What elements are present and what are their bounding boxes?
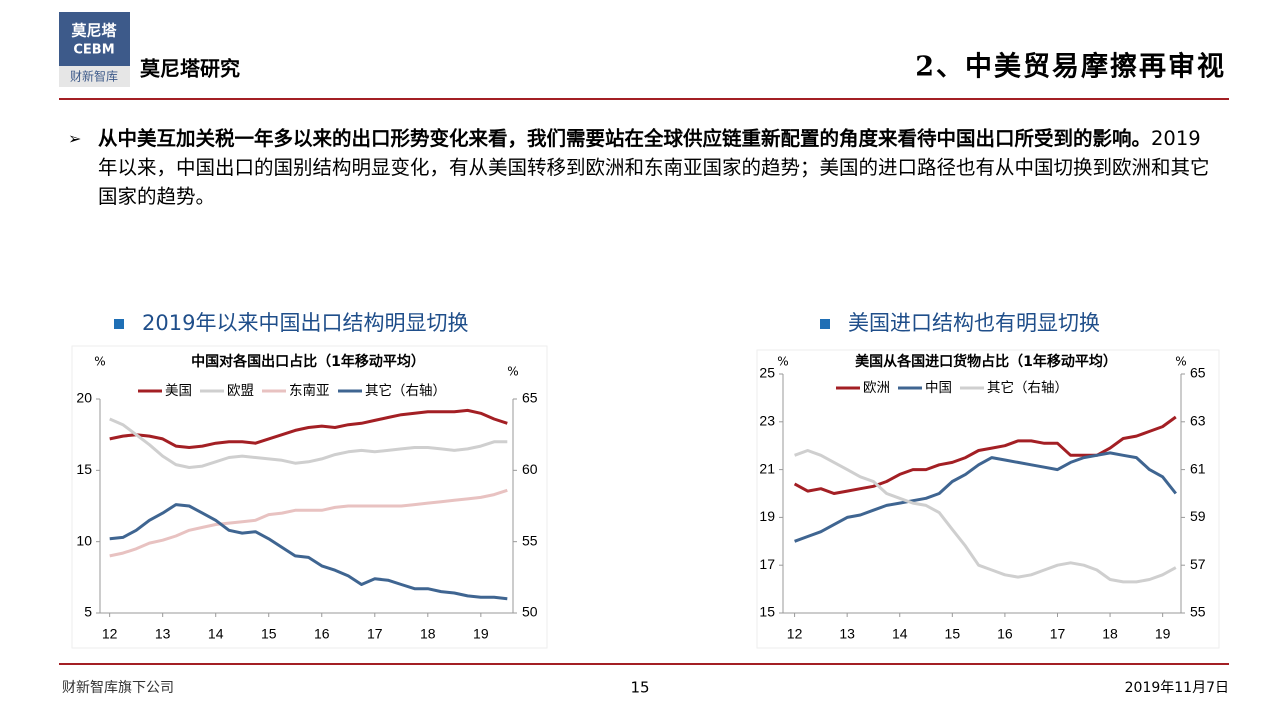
y2-tick-label: 59 [1190, 508, 1206, 524]
series-line [794, 451, 1177, 543]
legend-label: 东南亚 [289, 383, 330, 399]
x-tick-label: 18 [1102, 626, 1118, 642]
bold-text: 从中美互加关税一年多以来的出口形势变化来看，我们需要站在全球供应链重新配置的角度… [98, 127, 1152, 150]
y-tick-label: 17 [759, 556, 775, 572]
x-tick-label: 14 [208, 626, 224, 642]
y2-tick-label: 65 [522, 390, 538, 406]
chart-title: 中国对各国出口占比（1年移动平均） [191, 353, 425, 370]
footer-company: 财新智库旗下公司 [62, 680, 174, 696]
bullet: ➢ [68, 129, 82, 148]
footer-date: 2019年11月7日 [1125, 680, 1229, 696]
y2-tick-label: 63 [1190, 413, 1206, 429]
legend-label: 中国 [925, 380, 952, 396]
x-tick-label: 13 [839, 626, 855, 642]
body-text: ➢ 从中美互加关税一年多以来的出口形势变化来看，我们需要站在全球供应链重新配置的… [68, 124, 1218, 211]
y2-axis-label: % [507, 365, 518, 379]
logo-text: 莫尼塔 [71, 22, 117, 40]
chart-frame [71, 345, 548, 649]
legend-label: 欧盟 [227, 383, 254, 399]
y-tick-label: 15 [759, 604, 775, 620]
series-line [109, 417, 508, 469]
y2-tick-label: 57 [1190, 556, 1206, 572]
y2-tick-label: 55 [522, 532, 538, 548]
heading-bullet [820, 319, 830, 329]
y-tick-label: 10 [76, 532, 92, 548]
heading-bullet [114, 319, 124, 329]
legend-label: 其它（右轴） [365, 382, 446, 399]
y-tick-label: 5 [84, 604, 92, 620]
series-line [109, 503, 508, 601]
y-axis-label: % [94, 355, 105, 369]
y2-axis-label: % [1175, 355, 1186, 369]
chart-frame [756, 349, 1220, 649]
x-tick-label: 18 [420, 626, 436, 642]
series-line [793, 415, 1177, 495]
x-tick-label: 17 [367, 626, 383, 642]
logo-band [59, 66, 130, 87]
x-tick-label: 16 [314, 626, 330, 642]
series-line [794, 449, 1177, 584]
text: 2019年以来，中国出口的国别结构明显变化，有从美国转移到欧洲和东南亚国家的趋势… [98, 127, 1210, 208]
x-tick-label: 17 [1050, 626, 1066, 642]
legend-label: 其它（右轴） [987, 379, 1068, 396]
paragraph: 从中美互加关税一年多以来的出口形势变化来看，我们需要站在全球供应链重新配置的角度… [98, 124, 1218, 211]
brand: 莫尼塔研究 [139, 57, 240, 81]
x-tick-label: 19 [1155, 626, 1171, 642]
x-tick-label: 15 [945, 626, 961, 642]
y-tick-label: 15 [76, 461, 92, 477]
series-line [109, 408, 508, 449]
legend-label: 美国 [165, 383, 192, 399]
y2-tick-label: 60 [522, 461, 538, 477]
chart-heading: 美国进口结构也有明显切换 [848, 311, 1100, 335]
y-axis-label: % [777, 355, 788, 369]
x-tick-label: 12 [102, 626, 118, 642]
y-tick-label: 20 [76, 390, 92, 406]
y-tick-label: 23 [759, 413, 775, 429]
y-tick-label: 21 [759, 460, 775, 476]
legend-label: 欧洲 [863, 380, 890, 396]
x-tick-label: 13 [155, 626, 171, 642]
slide-title: 2、中美贸易摩擦再审视 [915, 51, 1226, 83]
chart-title: 美国从各国进口货物占比（1年移动平均） [855, 353, 1117, 370]
logo-text: 财新智库 [70, 69, 118, 84]
chart-heading: 2019年以来中国出口结构明显切换 [142, 311, 468, 335]
y-tick-label: 19 [759, 508, 775, 524]
y2-tick-label: 55 [1190, 604, 1206, 620]
y2-tick-label: 50 [522, 604, 538, 620]
y-tick-label: 25 [759, 365, 775, 381]
x-tick-label: 15 [261, 626, 277, 642]
y2-tick-label: 61 [1190, 460, 1206, 476]
logo-text: CEBM [73, 43, 114, 58]
x-tick-label: 12 [787, 626, 803, 642]
series-line [109, 488, 508, 558]
x-tick-label: 14 [892, 626, 908, 642]
y2-tick-label: 65 [1190, 365, 1206, 381]
x-tick-label: 16 [997, 626, 1013, 642]
page-number: 15 [630, 679, 649, 697]
x-tick-label: 19 [473, 626, 489, 642]
